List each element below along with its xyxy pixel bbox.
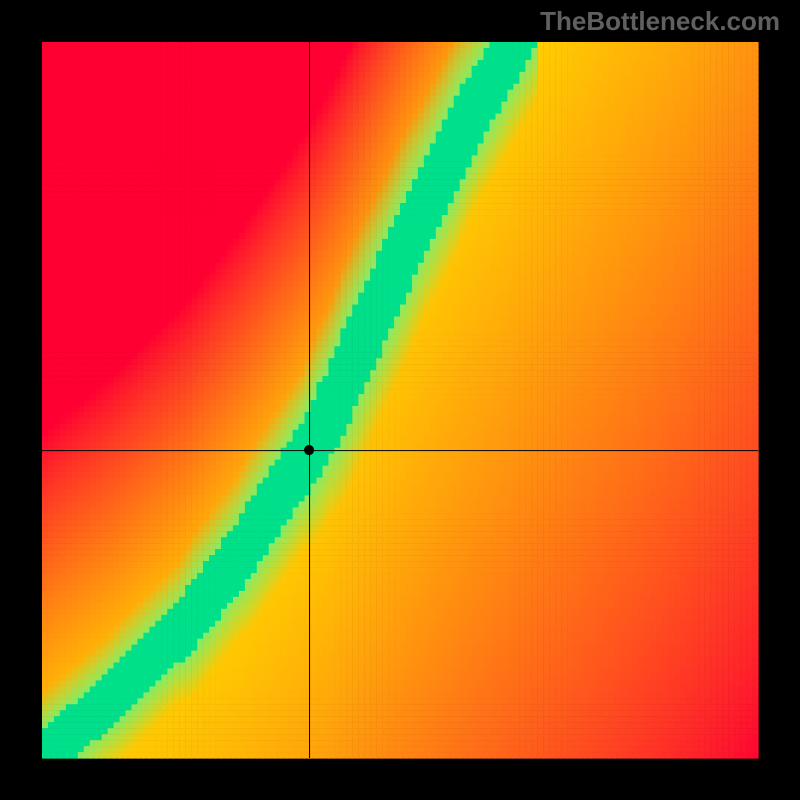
heatmap-canvas <box>0 0 800 800</box>
watermark-text: TheBottleneck.com <box>540 6 780 37</box>
chart-container: TheBottleneck.com <box>0 0 800 800</box>
